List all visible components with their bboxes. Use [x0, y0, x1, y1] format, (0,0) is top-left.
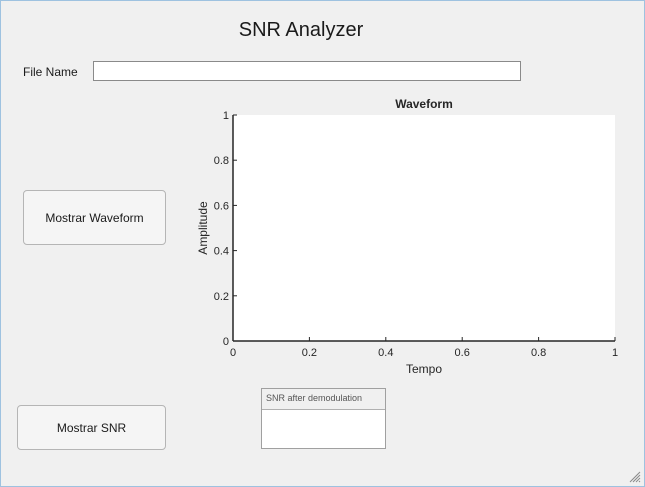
plot-area: [233, 115, 615, 341]
show-waveform-button[interactable]: Mostrar Waveform: [23, 190, 166, 245]
x-tick-label: 0.8: [531, 347, 546, 359]
x-tick-label: 0.2: [302, 347, 317, 359]
x-tick-label: 1: [612, 347, 618, 359]
waveform-axes: Waveform Tempo Amplitude 0 0.2 0.4 0.6 0.8 1 …: [196, 97, 618, 376]
y-ticks: 0 0.2 0.4 0.6 0.8 1: [214, 110, 237, 348]
show-snr-button[interactable]: Mostrar SNR: [17, 405, 166, 450]
x-tick-label: 0.6: [455, 347, 470, 359]
snr-panel: SNR after demodulation: [261, 388, 386, 449]
snr-value: [262, 410, 385, 418]
chart-title: Waveform: [395, 97, 453, 111]
y-tick-label: 0: [223, 336, 229, 348]
app-title: SNR Analyzer: [238, 19, 364, 41]
x-tick-label: 0: [230, 347, 236, 359]
file-name-label: File Name: [23, 65, 78, 79]
snr-panel-title: SNR after demodulation: [262, 389, 385, 410]
x-tick-label: 0.4: [378, 347, 393, 359]
y-tick-label: 0.2: [214, 291, 229, 303]
y-tick-label: 0.6: [214, 200, 229, 212]
y-tick-label: 0.4: [214, 246, 229, 258]
y-tick-label: 0.8: [214, 155, 229, 167]
x-axis-label: Tempo: [406, 362, 442, 376]
resize-grip-icon[interactable]: [629, 471, 641, 483]
y-tick-label: 1: [223, 110, 229, 122]
file-name-input[interactable]: [93, 61, 521, 81]
x-ticks: 0 0.2 0.4 0.6 0.8 1: [230, 337, 618, 359]
y-axis-label: Amplitude: [196, 201, 210, 255]
